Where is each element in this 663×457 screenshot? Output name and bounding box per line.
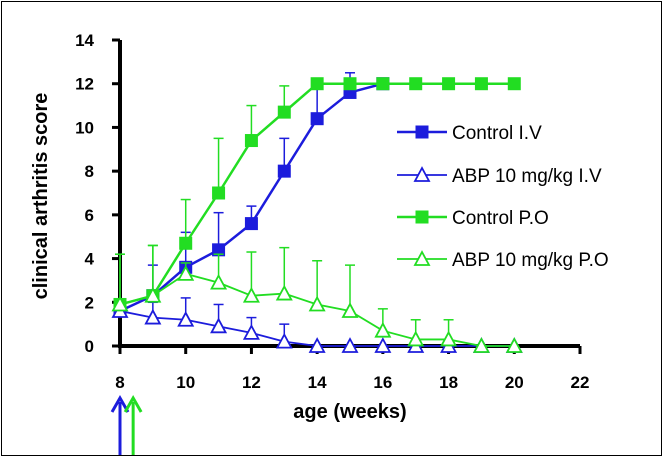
data-point	[310, 77, 324, 91]
data-point	[474, 77, 488, 91]
data-point	[341, 302, 359, 318]
x-tick-label: 22	[571, 373, 590, 392]
y-tick-label: 2	[85, 293, 94, 312]
data-point	[244, 217, 258, 231]
x-tick-label: 14	[308, 373, 327, 392]
data-point	[242, 323, 260, 340]
data-point	[277, 105, 291, 119]
legend-item-3: ABP 10 mg/kg P.O	[397, 250, 609, 271]
data-point	[310, 112, 324, 126]
y-tick-label: 14	[75, 31, 94, 50]
data-point	[407, 330, 425, 347]
legend-label: ABP 10 mg/kg P.O	[452, 250, 609, 271]
y-tick-label: 0	[85, 337, 94, 356]
x-tick-label: 10	[176, 373, 195, 392]
data-point	[374, 321, 392, 338]
legend-label: Control I.V	[452, 123, 542, 144]
data-point	[275, 284, 293, 301]
data-point	[210, 317, 228, 334]
y-tick-label: 10	[75, 118, 94, 137]
data-point	[343, 77, 357, 91]
x-tick-label: 20	[505, 373, 524, 392]
data-point	[177, 264, 195, 281]
legend-swatch-marker	[415, 125, 429, 139]
treatment-arrow-head	[110, 394, 130, 413]
data-point	[144, 308, 162, 325]
x-tick-label: 16	[373, 373, 392, 392]
data-point	[505, 337, 523, 353]
data-point	[275, 332, 293, 349]
data-point	[144, 286, 162, 303]
legend-item-1: ABP 10 mg/kg I.V	[397, 166, 602, 187]
data-point	[472, 337, 490, 353]
legend-swatch-marker	[413, 166, 431, 182]
data-point	[440, 330, 458, 347]
y-tick-label: 6	[85, 206, 94, 225]
data-point	[376, 77, 390, 91]
treatment-arrow-head	[123, 394, 143, 413]
legend-swatch-marker	[413, 250, 431, 266]
data-point	[242, 286, 260, 303]
data-point	[374, 337, 392, 353]
x-tick-label: 8	[115, 373, 124, 392]
legend-label: ABP 10 mg/kg I.V	[452, 166, 602, 187]
data-point	[210, 273, 228, 290]
y-tick-label: 12	[75, 75, 94, 94]
data-point	[212, 186, 226, 200]
y-tick-label: 8	[85, 162, 94, 181]
data-point	[308, 337, 326, 353]
legend-item-2: Control P.O	[397, 208, 549, 229]
x-axis-title: age (weeks)	[293, 401, 406, 423]
legend-swatch-marker	[415, 210, 429, 224]
data-point	[177, 310, 195, 327]
data-point	[442, 77, 456, 91]
x-tick-label: 12	[242, 373, 261, 392]
series-3	[111, 244, 523, 353]
data-point	[244, 134, 258, 148]
legend-label: Control P.O	[452, 208, 549, 229]
data-point	[308, 295, 326, 312]
x-tick-label: 18	[439, 373, 458, 392]
data-point	[341, 337, 359, 353]
data-point	[111, 295, 129, 312]
y-tick-label: 4	[85, 250, 95, 269]
data-point	[409, 77, 423, 91]
legend-item-0: Control I.V	[397, 123, 542, 144]
data-point	[277, 164, 291, 178]
data-point	[507, 77, 521, 91]
data-point	[179, 236, 193, 250]
y-axis-title: clinical arthritis score	[30, 93, 52, 300]
